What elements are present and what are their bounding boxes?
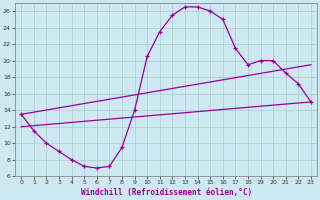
X-axis label: Windchill (Refroidissement éolien,°C): Windchill (Refroidissement éolien,°C) xyxy=(81,188,252,197)
